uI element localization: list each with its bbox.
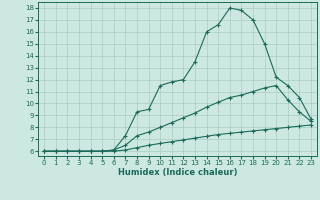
X-axis label: Humidex (Indice chaleur): Humidex (Indice chaleur) <box>118 168 237 177</box>
